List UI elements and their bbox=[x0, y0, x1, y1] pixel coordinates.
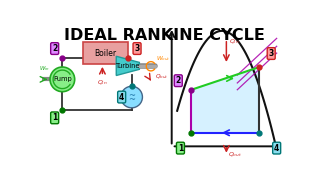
Circle shape bbox=[121, 86, 142, 108]
Text: $Q_{out}$: $Q_{out}$ bbox=[155, 73, 168, 81]
Text: 4: 4 bbox=[119, 93, 124, 102]
Text: $Q_{in}$: $Q_{in}$ bbox=[229, 38, 239, 46]
Text: $W_{out}$: $W_{out}$ bbox=[156, 54, 171, 63]
Text: IDEAL RANKINE CYCLE: IDEAL RANKINE CYCLE bbox=[64, 28, 264, 43]
Text: 2: 2 bbox=[52, 44, 57, 53]
Polygon shape bbox=[116, 56, 140, 75]
Text: 4: 4 bbox=[274, 144, 279, 153]
Text: ~: ~ bbox=[128, 91, 135, 100]
Text: ~: ~ bbox=[128, 95, 135, 104]
Text: $Q_{in}$: $Q_{in}$ bbox=[97, 78, 108, 87]
Text: 1: 1 bbox=[178, 144, 183, 153]
Text: Boiler: Boiler bbox=[94, 49, 116, 58]
Text: Turbine: Turbine bbox=[116, 63, 140, 69]
Text: 2: 2 bbox=[176, 76, 181, 85]
Text: Pump: Pump bbox=[53, 76, 72, 82]
Text: $Q_{out}$: $Q_{out}$ bbox=[228, 150, 242, 159]
Text: 3: 3 bbox=[268, 49, 274, 58]
FancyBboxPatch shape bbox=[83, 42, 128, 64]
Text: 3: 3 bbox=[134, 44, 140, 53]
Text: 1: 1 bbox=[52, 113, 57, 122]
Circle shape bbox=[50, 67, 75, 92]
Polygon shape bbox=[191, 67, 259, 133]
Text: $W_{in}$: $W_{in}$ bbox=[38, 64, 49, 73]
